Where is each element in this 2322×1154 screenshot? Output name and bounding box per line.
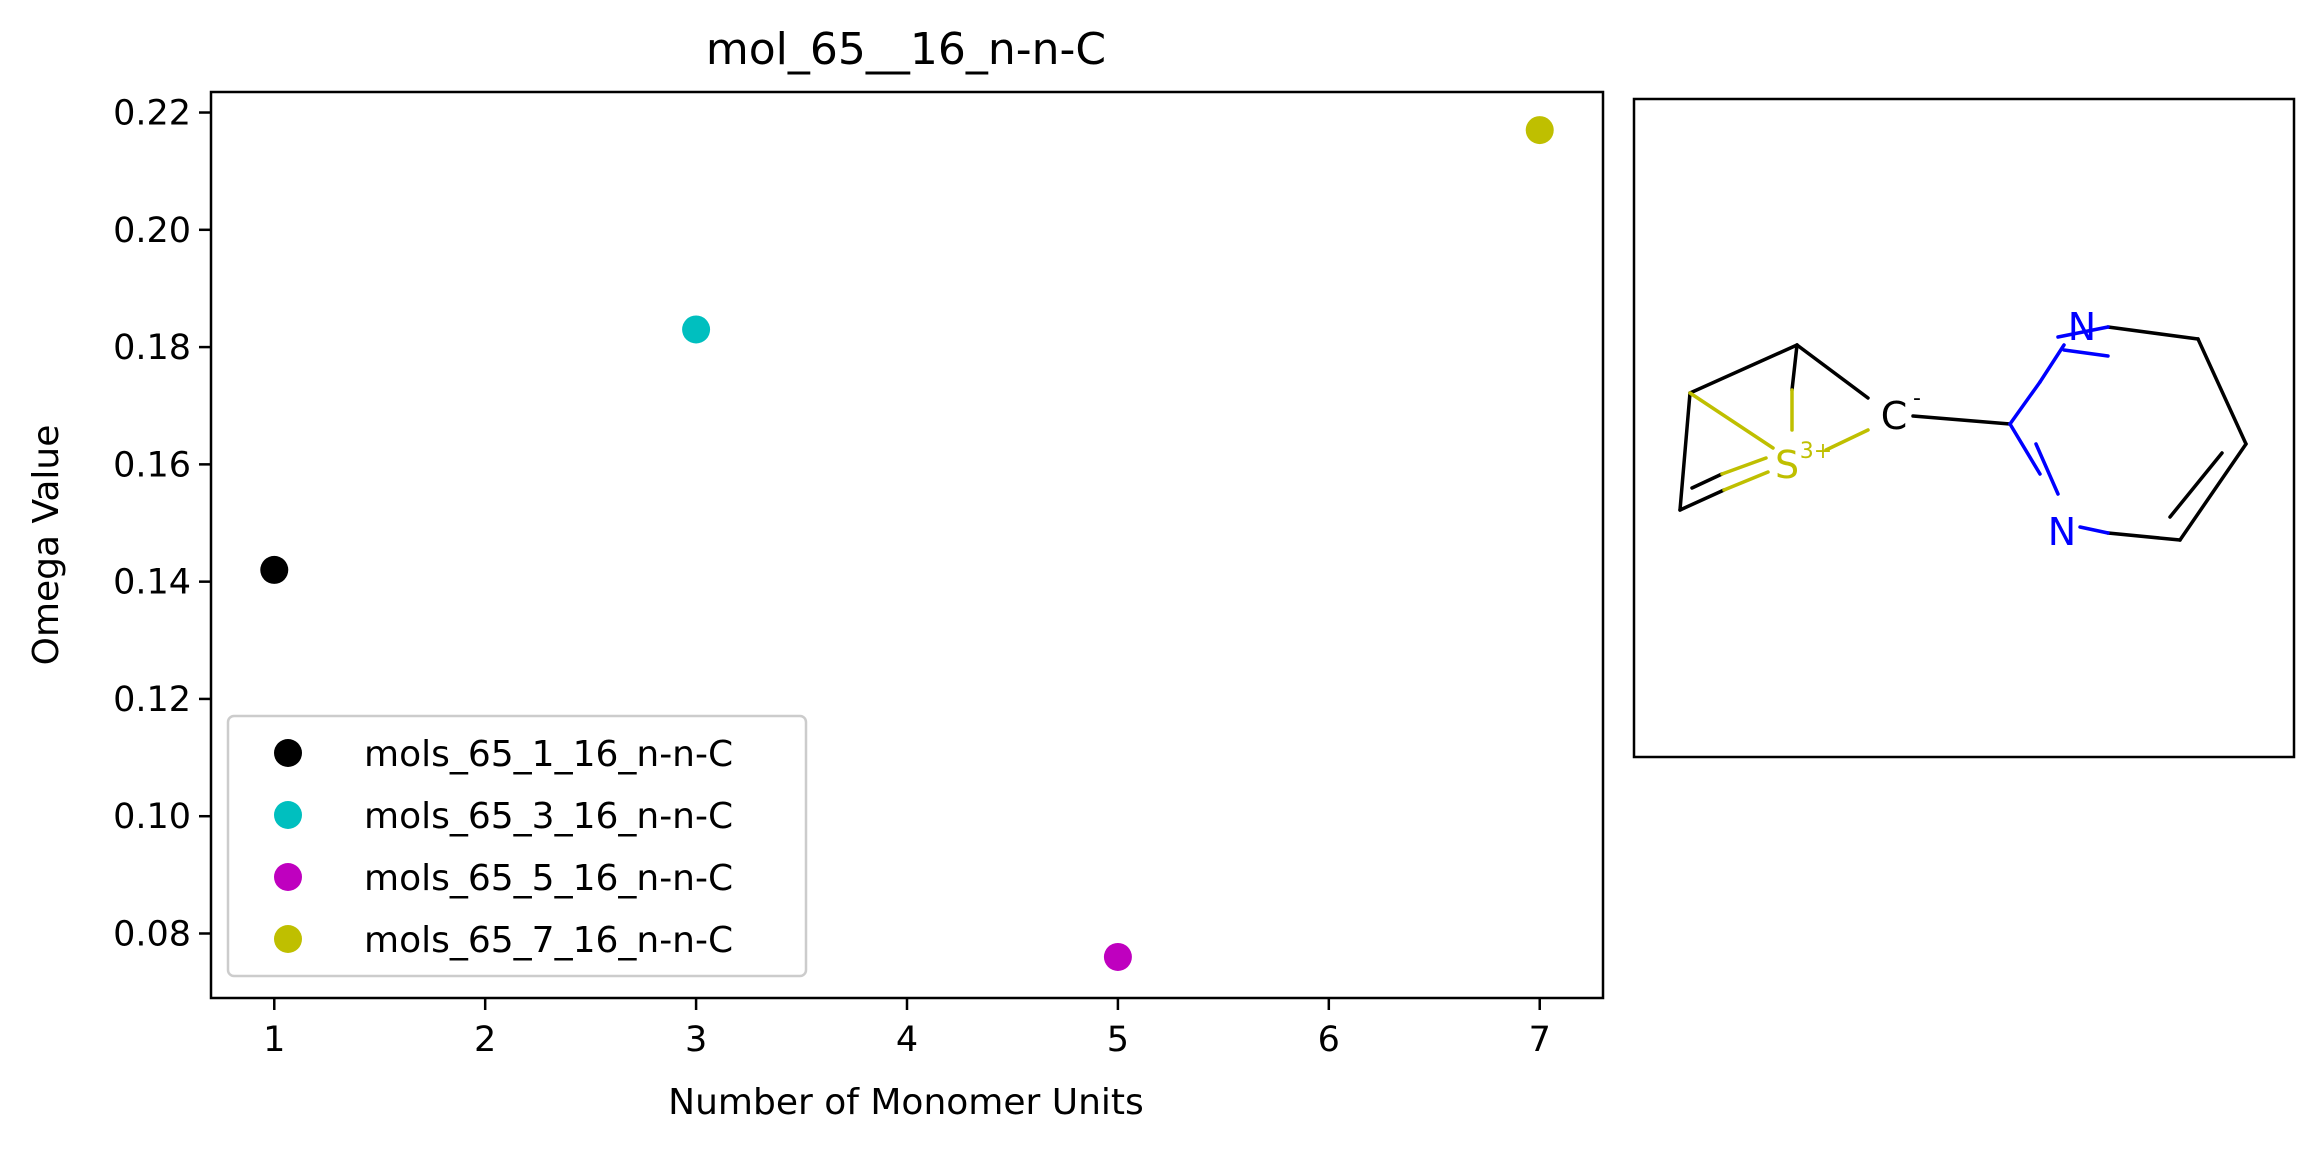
molecule-structure xyxy=(1678,325,2248,542)
bond xyxy=(1720,456,1768,476)
nitrogen-atom: N xyxy=(2068,305,2096,349)
x-tick-label: 7 xyxy=(1529,1020,1551,1060)
legend: mols_65_1_16_n-n-C mols_65_3_16_n-n-Cmols… xyxy=(226,714,808,978)
molecule-panel xyxy=(1632,97,2296,759)
bond xyxy=(2056,325,2110,339)
y-tick-label: 0.10 xyxy=(113,797,191,837)
legend-label: mols_65_7_16_n-n-C xyxy=(364,920,733,961)
bond xyxy=(1678,391,1692,512)
scatter-points xyxy=(260,116,1554,971)
x-axis: 1 2 3 4 5 6 7 xyxy=(263,998,1551,1060)
bond xyxy=(1795,343,1870,400)
y-tick-label: 0.22 xyxy=(113,94,191,134)
sulfur-charge: 3+ xyxy=(1800,439,1832,464)
bond xyxy=(2008,380,2042,426)
carbon-charge: - xyxy=(1913,386,1921,411)
bond xyxy=(2106,531,2182,542)
atom-labels: N N C - S 3+ xyxy=(1775,305,2096,554)
data-point xyxy=(260,555,289,584)
bond xyxy=(2168,451,2224,519)
bond xyxy=(2008,422,2042,476)
legend-box xyxy=(226,714,808,978)
x-axis-label: Number of Monomer Units xyxy=(668,1082,1144,1123)
bond xyxy=(2038,343,2066,384)
y-tick-label: 0.12 xyxy=(113,680,191,720)
legend-label: mols_65_3_16_n-n-C xyxy=(364,796,733,837)
y-axis: 0.08 0.10 0.12 0.14 0.16 0.18 0.20 0.22 xyxy=(113,94,211,954)
bond xyxy=(2034,442,2060,496)
legend-marker xyxy=(274,801,302,829)
bond xyxy=(1688,343,1799,395)
y-tick-label: 0.14 xyxy=(113,563,191,603)
bond xyxy=(1824,428,1870,452)
bond xyxy=(2106,325,2200,341)
bond xyxy=(1722,470,1770,492)
x-tick-label: 1 xyxy=(263,1020,285,1060)
x-tick-label: 3 xyxy=(685,1020,707,1060)
legend-marker xyxy=(274,925,302,953)
chart-title: mol_65__16_n-n-C xyxy=(706,24,1106,75)
legend-label: mols_65_1_16_n-n-C xyxy=(364,734,733,775)
y-tick-label: 0.16 xyxy=(113,445,191,485)
bond xyxy=(2196,337,2248,446)
x-tick-label: 5 xyxy=(1107,1020,1129,1060)
bond xyxy=(1678,488,1726,512)
data-point xyxy=(682,315,711,344)
legend-label: mols_65_5_16_n-n-C xyxy=(364,858,733,899)
bond xyxy=(1688,391,1775,450)
x-tick-label: 4 xyxy=(896,1020,918,1060)
bond xyxy=(2178,442,2248,542)
x-tick-label: 2 xyxy=(474,1020,496,1060)
y-tick-label: 0.18 xyxy=(113,328,191,368)
y-axis-label: Omega Value xyxy=(26,425,67,666)
bond xyxy=(1790,343,1799,392)
legend-marker xyxy=(274,863,302,891)
bond xyxy=(1690,472,1724,490)
data-point xyxy=(1103,942,1132,971)
carbon-atom: C xyxy=(1881,394,1908,438)
legend-marker xyxy=(274,739,302,767)
data-point xyxy=(1525,116,1554,145)
x-tick-label: 6 xyxy=(1318,1020,1340,1060)
bond xyxy=(2062,348,2110,358)
bond xyxy=(1911,414,2012,426)
y-tick-label: 0.08 xyxy=(113,914,191,954)
y-tick-label: 0.20 xyxy=(113,211,191,251)
sulfur-atom: S xyxy=(1775,443,1799,487)
nitrogen-atom: N xyxy=(2048,510,2076,554)
bond xyxy=(2078,525,2110,535)
